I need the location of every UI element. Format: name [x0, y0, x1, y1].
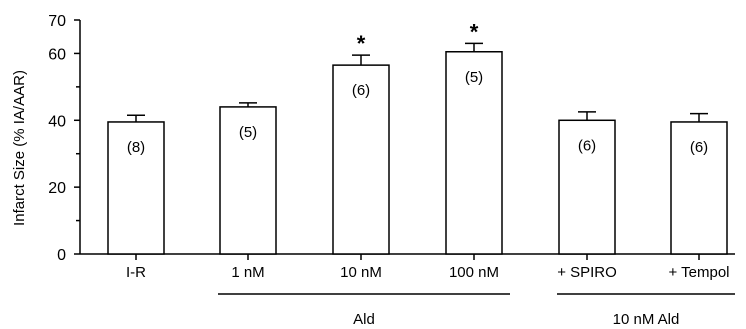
category-label: 10 nM [340, 264, 382, 281]
n-label: (6) [578, 137, 596, 154]
n-label: (6) [352, 82, 370, 99]
group-label: Ald [353, 311, 375, 328]
error-bars [127, 42, 708, 122]
y-tick-label: 20 [48, 180, 66, 197]
y-tick-label: 70 [48, 13, 66, 30]
n-label: (8) [127, 139, 145, 156]
significance-marker: * [470, 19, 479, 44]
group-label: 10 nM Ald [613, 311, 680, 328]
category-label: + Tempol [668, 264, 729, 281]
category-label: + SPIRO [557, 264, 617, 281]
y-tick-label: 60 [48, 46, 66, 63]
bar [445, 51, 503, 255]
category-label: I-R [126, 264, 146, 281]
category-label: 100 nM [449, 264, 499, 281]
y-tick-label: 0 [57, 247, 66, 264]
n-label: (5) [239, 124, 257, 141]
bar [670, 121, 728, 255]
y-tick-label: 40 [48, 113, 66, 130]
n-label: (5) [465, 69, 483, 86]
category-label: 1 nM [231, 264, 264, 281]
bar [219, 106, 277, 255]
bars [107, 51, 728, 255]
bar-labels: (8) (5) (6) * (5) * (6) (6) [127, 19, 708, 156]
category-labels: I-R 1 nM 10 nM 100 nM + SPIRO + Tempol [126, 254, 730, 281]
group-brackets: Ald 10 nM Ald [218, 293, 735, 328]
y-axis-label: Infarct Size (% IA/AAR) [11, 70, 28, 226]
bar [558, 119, 616, 255]
significance-marker: * [357, 31, 366, 56]
y-ticks: 0 20 40 60 70 [48, 13, 80, 264]
n-label: (6) [690, 139, 708, 156]
